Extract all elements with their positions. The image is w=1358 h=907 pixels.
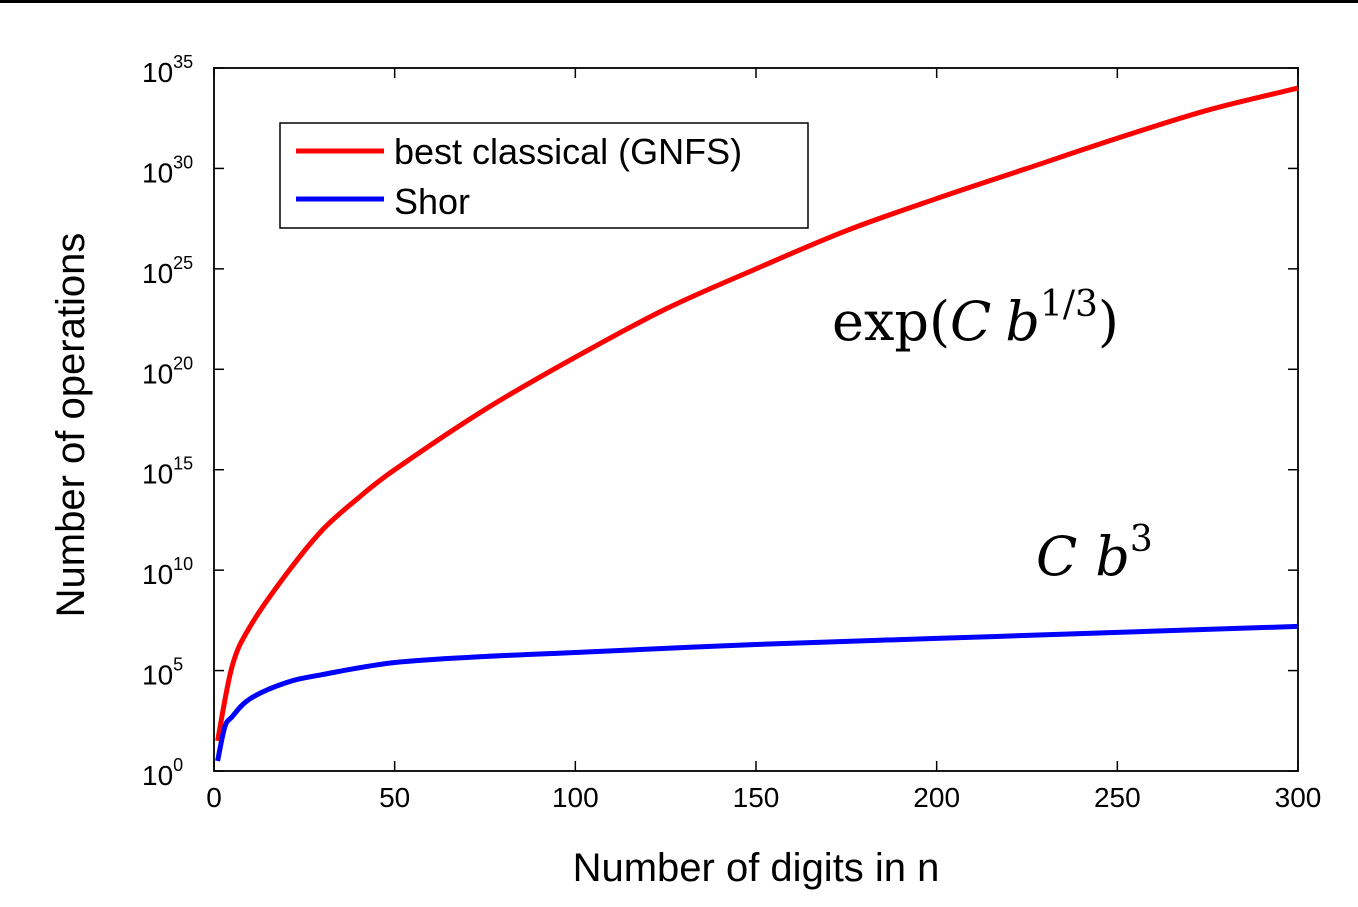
x-tick-label: 300 — [1275, 782, 1322, 813]
legend-label-shor: Shor — [394, 181, 470, 222]
annotation-shor-b-var: b — [1095, 525, 1130, 588]
x-tick-label: 100 — [552, 782, 599, 813]
x-tick-label: 200 — [913, 782, 960, 813]
y-tick-label: 1035 — [142, 52, 193, 88]
series-line-gnfs — [215, 85, 1299, 742]
y-tick-label: 100 — [142, 755, 183, 791]
y-tick-base: 10 — [142, 459, 173, 490]
legend-box — [279, 122, 809, 229]
series-layer — [215, 85, 1299, 762]
y-tick-base: 10 — [142, 559, 173, 590]
y-tick-exponent: 10 — [173, 554, 193, 574]
annotation-gnfs-complexity: exp(C b1/3) — [832, 284, 1119, 353]
y-axis-label: Number of operations — [49, 233, 93, 618]
y-tick-base: 10 — [142, 57, 173, 88]
x-axis-label: Number of digits in n — [573, 846, 940, 890]
y-tick-exponent: 30 — [173, 152, 193, 172]
y-tick-label: 1030 — [142, 152, 193, 188]
x-tick-label: 0 — [206, 782, 222, 813]
annotation-shor-c-var: C — [1036, 525, 1077, 588]
x-tick-group: 0 50 100 150 200 250 300 — [206, 68, 1321, 813]
y-tick-base: 10 — [142, 157, 173, 188]
legend-label-gnfs: best classical (GNFS) — [394, 131, 742, 172]
y-tick-label: 1010 — [142, 554, 193, 590]
y-tick-label: 1025 — [142, 253, 193, 289]
y-tick-exponent: 20 — [173, 353, 193, 373]
y-tick-exponent: 15 — [173, 454, 193, 474]
top-border — [0, 0, 1358, 3]
y-tick-base: 10 — [142, 760, 173, 791]
y-tick-exponent: 35 — [173, 52, 193, 72]
annotation-exp-open: exp( — [832, 290, 950, 353]
y-tick-base: 10 — [142, 660, 173, 691]
y-tick-label: 1020 — [142, 353, 193, 389]
y-tick-exponent: 0 — [173, 755, 183, 775]
annotation-c-var: C — [950, 290, 991, 353]
annotation-b-var: b — [1005, 290, 1040, 353]
y-tick-base: 10 — [142, 358, 173, 389]
y-tick-label: 1015 — [142, 454, 193, 490]
annotation-shor-sup: 3 — [1130, 519, 1153, 560]
x-tick-label: 150 — [733, 782, 780, 813]
annotation-exp-sup: 1/3 — [1040, 284, 1098, 325]
series-line-shor — [215, 623, 1299, 762]
y-tick-exponent: 5 — [173, 655, 183, 675]
legend: best classical (GNFS) Shor — [279, 122, 809, 229]
x-tick-label: 50 — [379, 782, 410, 813]
y-tick-base: 10 — [142, 258, 173, 289]
y-tick-label: 105 — [142, 655, 183, 691]
x-tick-label: 250 — [1094, 782, 1141, 813]
annotation-exp-close: ) — [1098, 290, 1119, 353]
y-tick-exponent: 25 — [173, 253, 193, 273]
